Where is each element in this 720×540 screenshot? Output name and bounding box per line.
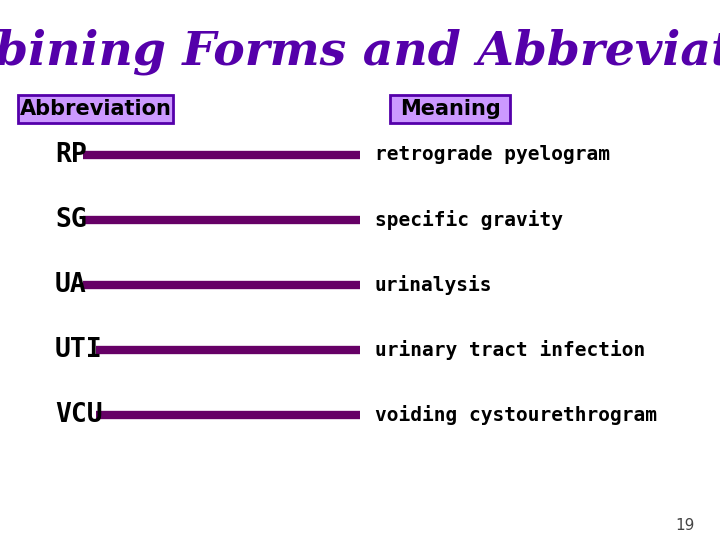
Text: specific gravity: specific gravity — [375, 210, 563, 230]
Text: retrograde pyelogram: retrograde pyelogram — [375, 145, 610, 165]
Text: urinalysis: urinalysis — [375, 275, 492, 295]
Text: RP: RP — [55, 142, 86, 168]
Text: voiding cystourethrogram: voiding cystourethrogram — [375, 405, 657, 425]
FancyBboxPatch shape — [390, 95, 510, 123]
Text: UA: UA — [55, 272, 86, 298]
FancyBboxPatch shape — [18, 95, 173, 123]
Text: Combining Forms and Abbreviations: Combining Forms and Abbreviations — [0, 29, 720, 75]
Text: SG: SG — [55, 207, 86, 233]
Text: Abbreviation: Abbreviation — [19, 99, 171, 119]
Text: urinary tract infection: urinary tract infection — [375, 340, 645, 360]
Text: Meaning: Meaning — [400, 99, 500, 119]
Text: VCU: VCU — [55, 402, 103, 428]
Text: UTI: UTI — [55, 337, 103, 363]
Text: 19: 19 — [675, 517, 695, 532]
